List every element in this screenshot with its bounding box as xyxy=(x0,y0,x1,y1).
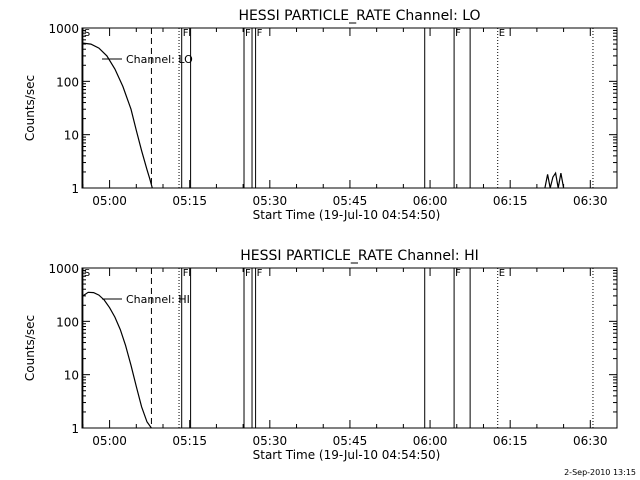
series-line xyxy=(82,291,152,429)
x-tick-label: 06:30 xyxy=(573,434,608,448)
event-marker-label: E xyxy=(499,28,505,39)
series-line xyxy=(82,42,153,189)
legend-label: Channel: HI xyxy=(126,293,190,306)
x-tick-label: 05:45 xyxy=(333,194,368,208)
panel-lo: HESSI PARTICLE_RATE Channel: LO 1 10 100 100… xyxy=(23,8,618,222)
event-marker-label: E xyxy=(499,268,505,279)
footer-timestamp: 2-Sep-2010 13:15 xyxy=(564,468,636,477)
event-marker-label: F xyxy=(257,28,263,39)
y-tick-label: 1000 xyxy=(48,262,79,276)
chart-title: HESSI PARTICLE_RATE Channel: HI xyxy=(240,248,478,264)
y-tick-label: 1 xyxy=(71,182,79,196)
plot-frame xyxy=(81,267,618,429)
y-axis-label: Counts/sec xyxy=(23,315,37,381)
event-marker-label: F xyxy=(455,268,461,279)
legend-label: Channel: LO xyxy=(126,53,193,66)
y-axis-label: Counts/sec xyxy=(23,75,37,141)
x-tick-label: 05:15 xyxy=(172,434,207,448)
y-tick-label: 1000 xyxy=(48,22,79,36)
event-marker-label: S xyxy=(84,28,90,39)
x-tick-label: 05:00 xyxy=(92,434,127,448)
x-tick-label: 06:00 xyxy=(413,434,448,448)
y-tick-label: 10 xyxy=(64,369,79,383)
event-marker-label: F xyxy=(245,28,251,39)
x-tick-label: 05:00 xyxy=(92,194,127,208)
y-tick-label: 1 xyxy=(71,422,79,436)
x-tick-label: 06:15 xyxy=(493,194,528,208)
x-tick-label: 06:00 xyxy=(413,194,448,208)
event-marker-label: F xyxy=(183,268,189,279)
x-tick-label: 05:45 xyxy=(333,434,368,448)
x-axis-label: Start Time (19-Jul-10 04:54:50) xyxy=(253,448,441,462)
event-marker-label: F xyxy=(257,268,263,279)
x-tick-label: 05:30 xyxy=(253,194,288,208)
chart-title: HESSI PARTICLE_RATE Channel: LO xyxy=(238,8,480,24)
x-tick-label: 06:30 xyxy=(573,194,608,208)
event-marker-label: S xyxy=(84,268,90,279)
y-tick-label: 100 xyxy=(56,75,79,89)
event-marker-label: F xyxy=(455,28,461,39)
x-tick-label: 06:15 xyxy=(493,434,528,448)
y-tick-label: 100 xyxy=(56,315,79,329)
x-axis-label: Start Time (19-Jul-10 04:54:50) xyxy=(253,208,441,222)
panel-hi: HESSI PARTICLE_RATE Channel: HI 1 10 100 100… xyxy=(23,248,618,462)
series-line xyxy=(544,171,565,189)
event-marker-label: F xyxy=(183,28,189,39)
x-tick-label: 05:30 xyxy=(253,434,288,448)
event-marker-label: F xyxy=(245,268,251,279)
x-tick-label: 05:15 xyxy=(172,194,207,208)
plot-frame xyxy=(81,27,618,189)
y-tick-label: 10 xyxy=(64,129,79,143)
